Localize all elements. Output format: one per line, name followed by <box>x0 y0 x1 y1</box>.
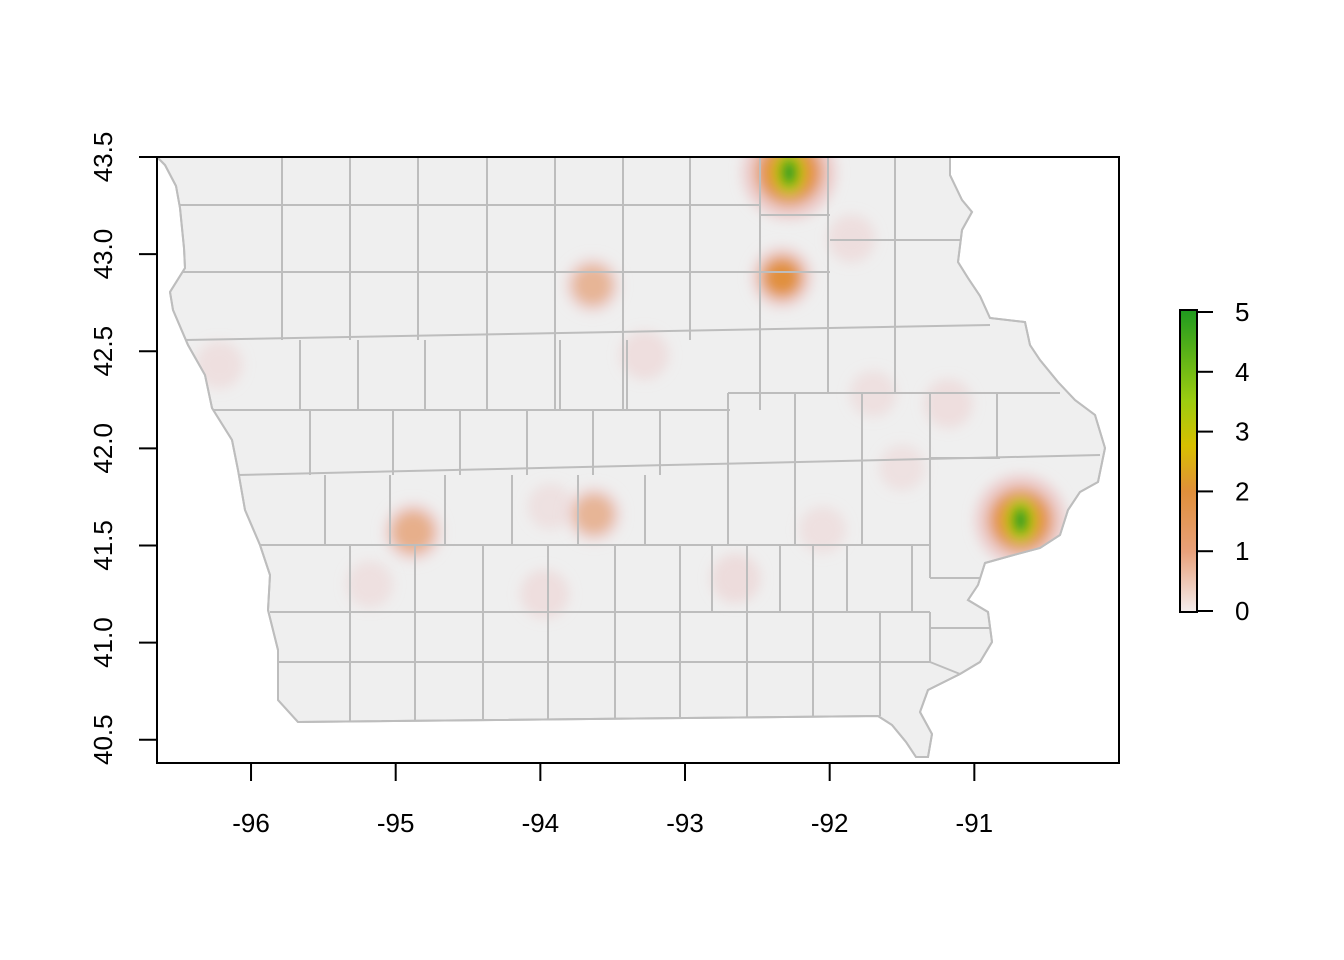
legend-tick-label: 1 <box>1235 536 1249 566</box>
density-hotspot <box>827 214 876 263</box>
y-tick-label: 43.0 <box>88 229 118 280</box>
x-tick-label: -93 <box>666 808 704 838</box>
density-hotspot <box>751 246 813 308</box>
legend-tick-label: 2 <box>1235 476 1249 506</box>
y-tick-label: 41.0 <box>88 617 118 668</box>
density-hotspot <box>975 474 1067 566</box>
density-hotspot <box>566 486 622 542</box>
y-axis: 40.5 41.0 41.5 42.0 42.5 43.0 43.5 <box>88 132 158 765</box>
density-hotspot <box>346 560 394 608</box>
county-line <box>929 661 961 675</box>
density-hotspot <box>384 502 443 561</box>
legend-tick-label: 4 <box>1235 357 1249 387</box>
x-tick-label: -94 <box>522 808 560 838</box>
density-hotspot <box>798 506 846 554</box>
density-hotspot <box>620 330 670 380</box>
iowa-state-outline <box>154 156 1107 758</box>
x-axis: -96 -95 -94 -93 -92 -91 <box>232 762 994 838</box>
x-tick-label: -95 <box>377 808 415 838</box>
y-tick-label: 40.5 <box>88 714 118 765</box>
y-tick-label: 41.5 <box>88 520 118 571</box>
y-tick-label: 43.5 <box>88 132 118 183</box>
x-tick-label: -91 <box>956 808 994 838</box>
legend-colorbar <box>1179 309 1198 613</box>
color-legend: 0 1 2 3 4 5 <box>1179 297 1249 626</box>
legend-tick-label: 0 <box>1235 596 1249 626</box>
legend-ticks: 0 1 2 3 4 5 <box>1197 297 1249 626</box>
density-hotspot <box>710 553 761 604</box>
county-line <box>184 324 991 341</box>
y-tick-label: 42.0 <box>88 423 118 474</box>
density-hotspot <box>520 569 570 619</box>
density-hotspot <box>923 379 973 429</box>
county-boundaries <box>165 157 1101 722</box>
x-tick-label: -96 <box>232 808 270 838</box>
density-hotspot <box>564 257 620 313</box>
x-tick-label: -92 <box>811 808 849 838</box>
legend-tick-label: 3 <box>1235 417 1249 447</box>
density-hotspot <box>195 341 243 389</box>
legend-tick-label: 5 <box>1235 297 1249 327</box>
y-tick-label: 42.5 <box>88 326 118 377</box>
density-hotspot <box>879 444 926 491</box>
density-layer <box>195 157 1067 619</box>
density-hotspot <box>527 483 574 530</box>
density-hotspot <box>742 157 837 220</box>
